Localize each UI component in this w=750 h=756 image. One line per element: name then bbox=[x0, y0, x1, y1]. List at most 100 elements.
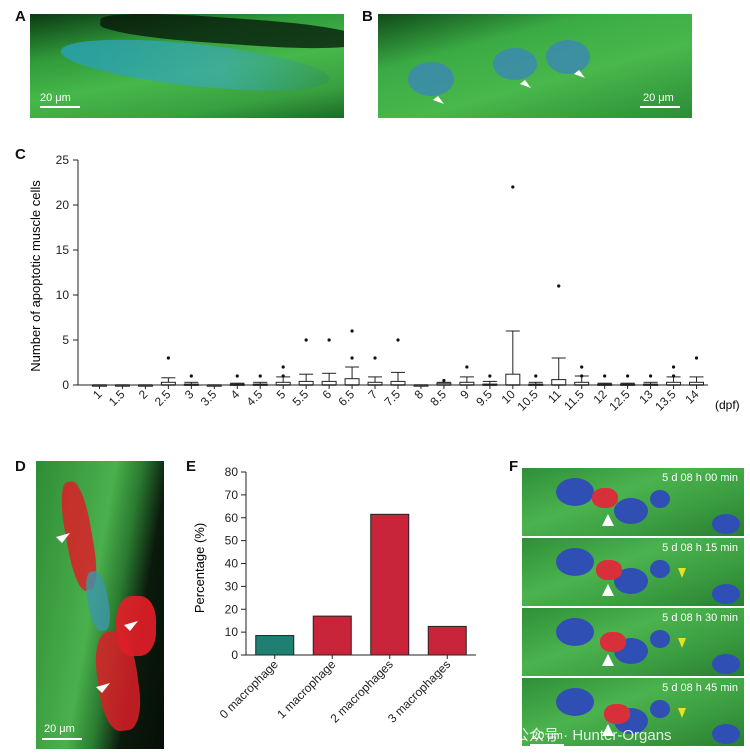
arrowhead-icon bbox=[574, 70, 585, 78]
panel-c-ytick-label: 15 bbox=[56, 243, 70, 257]
frame-arrowheads bbox=[602, 708, 686, 736]
panel-c-outlier-point bbox=[465, 365, 469, 369]
panel-c-outlier-point bbox=[603, 374, 607, 378]
panel-e-xtick-label: 1 macrophage bbox=[274, 657, 338, 721]
nucleus bbox=[712, 724, 740, 744]
panel-d-scale-text: 20 μm bbox=[44, 723, 75, 735]
panel-c-xtick-label: 7 bbox=[366, 387, 381, 402]
panel-c-outlier-point bbox=[671, 374, 676, 378]
panel-d-arrowheads bbox=[56, 533, 138, 693]
panel-e-ytick-label: 20 bbox=[225, 602, 239, 616]
panel-c-xtick-label: 2.5 bbox=[152, 387, 174, 409]
panel-c-ytick-label: 0 bbox=[62, 378, 69, 392]
panel-c-xtick-label: 9 bbox=[457, 387, 472, 402]
panel-c-xtick-label: 2 bbox=[136, 387, 151, 402]
watermark-text: 公众号 · Hunter-Organs bbox=[514, 727, 672, 744]
panel-c-xtick-label: 4.5 bbox=[244, 387, 266, 409]
panel-c-xtick-label: 3 bbox=[182, 387, 197, 402]
panel-e-ytick-label: 50 bbox=[225, 534, 239, 548]
panel-c-outlier-point bbox=[350, 329, 354, 333]
panel-e-barchart: Percentage (%) 0 10 20 30 40 50 60 70 80 0 macrop… bbox=[192, 465, 476, 726]
panel-c-outlier-point bbox=[350, 356, 354, 360]
panel-c-xtick-label: 6.5 bbox=[335, 387, 357, 409]
panel-c-ytick-label: 20 bbox=[56, 198, 70, 212]
panel-c-outlier-point bbox=[373, 356, 377, 360]
panel-e-ytick-label: 30 bbox=[225, 579, 239, 593]
arrowhead-icon bbox=[678, 638, 686, 648]
panel-b-scale-text: 20 μm bbox=[643, 92, 674, 104]
panel-b-nucleus-3 bbox=[546, 40, 590, 74]
panel-b-arrowheads bbox=[433, 70, 585, 104]
panel-a-label: A bbox=[15, 8, 26, 25]
arrowhead-icon bbox=[96, 683, 110, 693]
nucleus bbox=[650, 490, 670, 508]
nucleus bbox=[556, 688, 594, 716]
panel-c-ytick-label: 5 bbox=[62, 333, 69, 347]
arrowhead-icon bbox=[602, 654, 614, 666]
macrophage bbox=[596, 560, 622, 580]
panel-c-ytick-label: 25 bbox=[56, 153, 70, 167]
panel-e-ytick-label: 40 bbox=[225, 557, 239, 571]
arrowhead-icon bbox=[56, 533, 70, 543]
frame-timestamp: 5 d 08 h 00 min bbox=[662, 472, 738, 484]
nucleus bbox=[650, 630, 670, 648]
timelapse-frame: 5 d 08 h 15 min bbox=[522, 538, 744, 606]
panel-b-nucleus-1 bbox=[408, 62, 454, 96]
nucleus bbox=[614, 498, 648, 524]
panel-f-scale-text: 20 μm bbox=[532, 730, 563, 742]
panel-e-ytick-label: 80 bbox=[225, 465, 239, 479]
panel-b-label: B bbox=[362, 8, 373, 25]
panel-c-xtick-label: 6 bbox=[320, 387, 335, 402]
arrowhead-icon bbox=[520, 80, 531, 88]
panel-c-xtick-label: 5 bbox=[274, 387, 289, 402]
panel-c-outlier-point bbox=[511, 185, 515, 189]
panel-e-bar bbox=[312, 615, 352, 656]
panel-c-label: C bbox=[15, 146, 26, 163]
panel-c-outlier-point bbox=[281, 374, 285, 378]
panel-d-scalebar bbox=[42, 738, 82, 740]
timelapse-frame: 5 d 08 h 30 min bbox=[522, 608, 744, 676]
panel-c-outlier-point bbox=[648, 374, 653, 378]
panel-d-label: D bbox=[15, 458, 26, 475]
arrowhead-icon bbox=[678, 568, 686, 578]
nucleus bbox=[712, 654, 740, 674]
panel-e-bar bbox=[370, 513, 410, 656]
panel-f-timelapse: 5 d 08 h 00 min 5 d 08 h 15 min 5 d 08 h 3… bbox=[522, 468, 744, 748]
panel-c-outlier-point bbox=[235, 374, 239, 378]
panel-c-outlier-point bbox=[580, 365, 584, 369]
panel-c-outlier-point bbox=[166, 356, 170, 360]
panel-c-xtick-label: 9.5 bbox=[473, 387, 495, 409]
nucleus bbox=[650, 700, 670, 718]
panel-a-scalebar bbox=[40, 106, 80, 108]
panel-c-xtick-label: 5.5 bbox=[290, 387, 312, 409]
frame-arrowheads bbox=[602, 568, 686, 596]
panel-c-box bbox=[505, 373, 521, 386]
panel-c-outlier-point bbox=[304, 338, 308, 342]
frame-timestamp: 5 d 08 h 45 min bbox=[662, 682, 738, 694]
panel-e-ytick-label: 0 bbox=[231, 648, 238, 662]
arrowhead-icon bbox=[602, 584, 614, 596]
panel-c-x-axis-label: (dpf) bbox=[715, 398, 740, 412]
panel-c-xtick-label: 10.5 bbox=[514, 387, 541, 414]
panel-b-nucleus-2 bbox=[493, 48, 537, 80]
panel-c-outlier-point bbox=[396, 338, 400, 342]
panel-c-outlier-point bbox=[557, 284, 561, 288]
panel-e-ytick-label: 60 bbox=[225, 511, 239, 525]
panel-c-xtick-label: 1.5 bbox=[106, 387, 128, 409]
panel-c-outlier-point bbox=[534, 374, 538, 378]
nucleus bbox=[712, 514, 740, 534]
panel-c-xtick-label: 13.5 bbox=[652, 387, 679, 414]
panel-c-outlier-point bbox=[626, 374, 630, 378]
panel-e-y-axis-label: Percentage (%) bbox=[192, 523, 207, 613]
panel-c-box bbox=[344, 378, 360, 386]
panel-c-xtick-label: 1 bbox=[90, 387, 105, 402]
macrophage bbox=[604, 704, 630, 724]
panel-f-label: F bbox=[509, 458, 519, 475]
nucleus bbox=[556, 618, 594, 646]
panel-c-outlier-point bbox=[694, 356, 699, 360]
panel-c-box bbox=[551, 379, 567, 386]
panel-c-outlier-point bbox=[281, 365, 285, 369]
panel-e-ytick-label: 70 bbox=[225, 488, 239, 502]
timelapse-frame: 5 d 08 h 45 min bbox=[522, 678, 744, 746]
arrowhead-icon bbox=[433, 96, 444, 104]
